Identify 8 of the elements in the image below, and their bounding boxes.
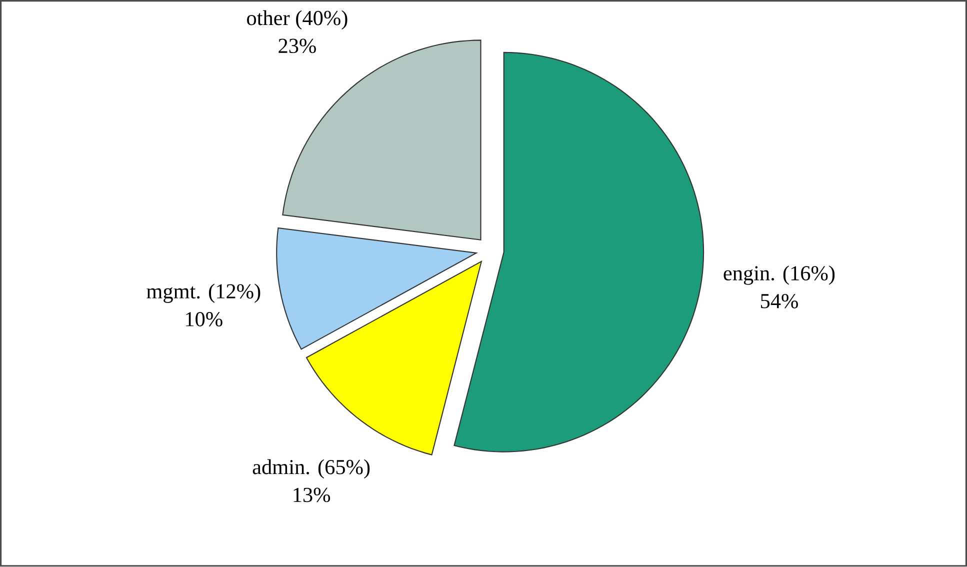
slice-label: mgmt. (12%) — [146, 284, 260, 304]
data-label: 23% — [278, 38, 316, 54]
data-label: 54% — [761, 294, 798, 309]
data-label: 10% — [186, 312, 222, 327]
slice-label: admin. (65%) — [252, 459, 370, 479]
data-label: 13% — [294, 488, 330, 502]
slice-label: engin. (16%) — [724, 266, 835, 285]
slice-label: other (40%) — [247, 10, 348, 30]
